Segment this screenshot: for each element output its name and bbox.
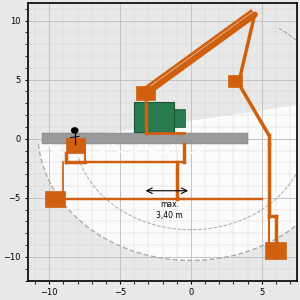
- Bar: [136, 85, 155, 100]
- Bar: [265, 242, 286, 259]
- Circle shape: [72, 128, 78, 133]
- Text: max.
3,40 m: max. 3,40 m: [156, 200, 183, 220]
- Bar: [45, 191, 65, 207]
- Bar: [134, 102, 174, 132]
- Bar: [228, 75, 242, 87]
- Bar: [66, 137, 85, 153]
- Bar: [42, 134, 247, 144]
- Bar: [174, 109, 185, 127]
- Polygon shape: [38, 100, 300, 260]
